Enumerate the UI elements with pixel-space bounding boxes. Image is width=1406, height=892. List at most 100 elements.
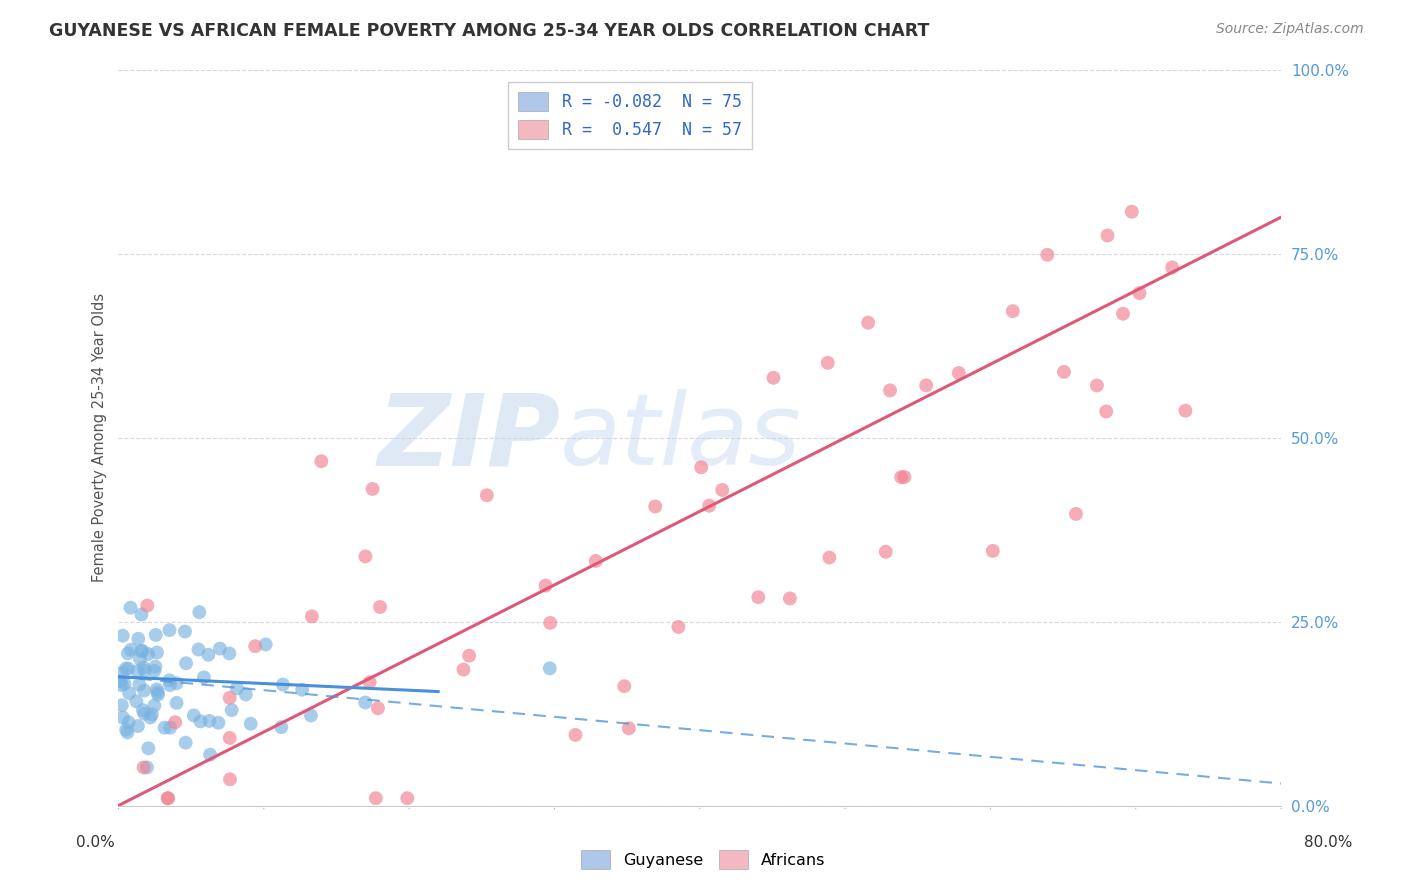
Point: [1097, 228, 1119, 243]
Point: [226, 681, 249, 696]
Point: [666, 620, 689, 634]
Point: [270, 720, 292, 734]
Point: [762, 371, 785, 385]
Point: [143, 698, 166, 713]
Point: [299, 708, 322, 723]
Point: [915, 378, 938, 392]
Point: [159, 678, 181, 692]
Point: [145, 628, 167, 642]
Point: [458, 648, 481, 663]
Point: [534, 579, 557, 593]
Point: [190, 714, 212, 729]
Point: [141, 707, 163, 722]
Point: [475, 488, 498, 502]
Point: [111, 710, 134, 724]
Point: [311, 454, 333, 468]
Point: [111, 678, 134, 692]
Point: [188, 605, 211, 619]
Text: GUYANESE VS AFRICAN FEMALE POVERTY AMONG 25-34 YEAR OLDS CORRELATION CHART: GUYANESE VS AFRICAN FEMALE POVERTY AMONG…: [49, 22, 929, 40]
Point: [136, 760, 159, 774]
Point: [174, 624, 197, 639]
Point: [1128, 286, 1150, 301]
Point: [118, 686, 141, 700]
Point: [128, 678, 150, 692]
Point: [747, 591, 769, 605]
Point: [538, 615, 561, 630]
Point: [134, 683, 156, 698]
Point: [134, 664, 156, 678]
Point: [613, 679, 636, 693]
Point: [817, 356, 839, 370]
Point: [218, 647, 240, 661]
Point: [143, 664, 166, 678]
Point: [127, 719, 149, 733]
Point: [879, 384, 901, 398]
Point: [134, 706, 156, 721]
Point: [166, 696, 188, 710]
Point: [159, 721, 181, 735]
Legend: R = -0.082  N = 75, R =  0.547  N = 57: R = -0.082 N = 75, R = 0.547 N = 57: [509, 82, 752, 149]
Point: [111, 629, 134, 643]
Point: [301, 609, 323, 624]
Point: [779, 591, 801, 606]
Point: [153, 721, 176, 735]
Point: [110, 673, 132, 688]
Point: [131, 644, 153, 658]
Point: [146, 646, 169, 660]
Point: [117, 725, 139, 739]
Point: [245, 639, 267, 653]
Point: [112, 676, 135, 690]
Point: [111, 665, 134, 680]
Point: [690, 460, 713, 475]
Point: [132, 760, 155, 774]
Point: [396, 791, 419, 805]
Point: [111, 698, 134, 713]
Point: [156, 791, 179, 805]
Point: [157, 673, 180, 688]
Point: [136, 647, 159, 661]
Point: [364, 791, 387, 805]
Point: [218, 690, 240, 705]
Point: [146, 688, 169, 702]
Point: [145, 682, 167, 697]
Point: [235, 687, 257, 701]
Point: [354, 549, 377, 564]
Point: [1174, 403, 1197, 417]
Point: [948, 366, 970, 380]
Text: Source: ZipAtlas.com: Source: ZipAtlas.com: [1216, 22, 1364, 37]
Point: [219, 772, 242, 787]
Point: [159, 623, 181, 637]
Point: [207, 715, 229, 730]
Point: [174, 657, 197, 671]
Point: [166, 676, 188, 690]
Point: [117, 662, 139, 676]
Point: [453, 663, 475, 677]
Point: [291, 682, 314, 697]
Point: [136, 599, 159, 613]
Point: [208, 641, 231, 656]
Legend: Guyanese, Africans: Guyanese, Africans: [575, 844, 831, 875]
Point: [127, 632, 149, 646]
Point: [644, 500, 666, 514]
Point: [239, 716, 262, 731]
Y-axis label: Female Poverty Among 25-34 Year Olds: Female Poverty Among 25-34 Year Olds: [93, 293, 107, 582]
Point: [1161, 260, 1184, 275]
Point: [1085, 378, 1108, 392]
Point: [856, 316, 879, 330]
Text: 0.0%: 0.0%: [76, 836, 115, 850]
Point: [125, 694, 148, 708]
Point: [127, 664, 149, 678]
Point: [1121, 204, 1143, 219]
Point: [1095, 404, 1118, 418]
Point: [221, 703, 243, 717]
Point: [145, 659, 167, 673]
Point: [697, 499, 720, 513]
Point: [132, 660, 155, 674]
Point: [117, 646, 139, 660]
Point: [197, 648, 219, 662]
Point: [115, 723, 138, 737]
Point: [1053, 365, 1076, 379]
Point: [354, 696, 377, 710]
Point: [538, 661, 561, 675]
Point: [115, 661, 138, 675]
